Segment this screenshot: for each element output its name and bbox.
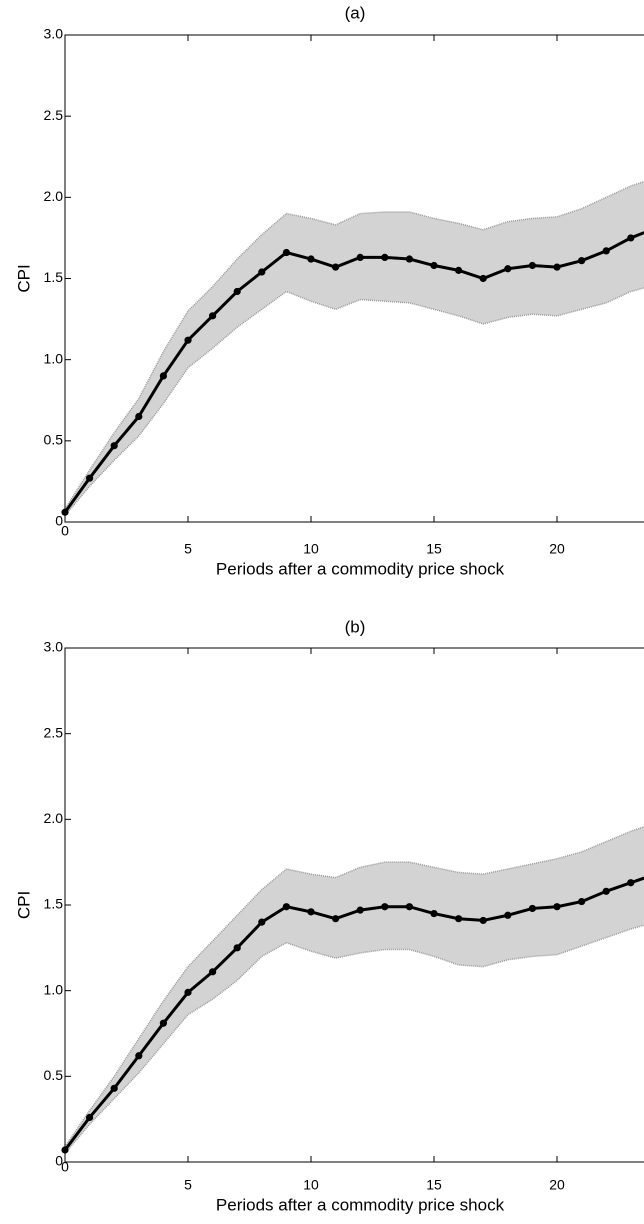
y-tick-label: 1.0 bbox=[44, 981, 64, 997]
irf-point bbox=[184, 988, 192, 996]
irf-point bbox=[61, 508, 69, 516]
irf-point bbox=[602, 887, 610, 895]
irf-point bbox=[332, 263, 340, 271]
chart-title: (b) bbox=[345, 617, 366, 636]
y-axis-label: CPI bbox=[14, 264, 33, 292]
y-tick-label: 0.5 bbox=[44, 1067, 64, 1083]
x-tick-label: 20 bbox=[549, 541, 565, 557]
x-tick-label: 0 bbox=[61, 1159, 69, 1175]
y-tick-label: 1.5 bbox=[44, 896, 64, 912]
y-tick-label: 0 bbox=[55, 1153, 63, 1169]
irf-point bbox=[504, 265, 512, 273]
y-axis-label: CPI bbox=[14, 891, 33, 919]
x-axis-label: Periods after a commodity price shock bbox=[216, 559, 505, 578]
irf-point bbox=[528, 904, 537, 913]
irf-point bbox=[86, 474, 94, 482]
irf-point bbox=[135, 1052, 143, 1060]
x-tick-label: 5 bbox=[184, 1177, 192, 1193]
x-tick-label: 10 bbox=[303, 1177, 319, 1193]
irf-point bbox=[258, 268, 266, 276]
x-tick-label: 10 bbox=[303, 541, 319, 557]
irf-point bbox=[135, 412, 143, 421]
y-tick-label: 2.5 bbox=[44, 107, 64, 123]
irf-point bbox=[578, 897, 586, 906]
irf-point bbox=[405, 255, 413, 263]
irf-point bbox=[209, 968, 217, 976]
x-tick-label: 5 bbox=[184, 541, 192, 557]
band-lower-edge bbox=[64, 924, 644, 1154]
x-axis-label: Periods after a commodity price shock bbox=[216, 1195, 505, 1214]
y-tick-label: 0.5 bbox=[44, 432, 64, 448]
irf-point bbox=[209, 312, 217, 320]
irf-point bbox=[553, 903, 561, 911]
confidence-band bbox=[65, 826, 644, 1154]
irf-point bbox=[258, 918, 266, 926]
irf-point bbox=[159, 372, 167, 380]
y-tick-label: 1.5 bbox=[44, 269, 64, 285]
irf-point bbox=[455, 915, 463, 923]
x-tick-label: 20 bbox=[549, 1177, 565, 1193]
irf-point bbox=[627, 879, 635, 887]
irf-point bbox=[332, 915, 340, 923]
y-tick-label: 3.0 bbox=[44, 639, 64, 655]
irf-point bbox=[110, 1084, 118, 1092]
irf-point bbox=[282, 903, 290, 911]
irf-point bbox=[381, 903, 389, 911]
irf-point bbox=[627, 234, 635, 242]
y-tick-label: 3.0 bbox=[44, 26, 64, 42]
irf-point bbox=[307, 908, 315, 916]
x-tick-label: 15 bbox=[426, 1177, 442, 1193]
irf-point bbox=[528, 261, 537, 270]
irf-point bbox=[479, 274, 487, 283]
y-tick-label: 0 bbox=[55, 513, 63, 529]
x-tick-label: 0 bbox=[61, 523, 69, 539]
confidence-band bbox=[65, 181, 644, 516]
irf-point bbox=[233, 944, 241, 952]
irf-point bbox=[455, 266, 463, 274]
irf-point bbox=[479, 916, 487, 925]
y-tick-label: 2.0 bbox=[44, 810, 64, 826]
irf-point bbox=[578, 257, 586, 265]
chart-panel: 0 0.5 1.0 1.5 2.0 2.5 3.0 0 5 10 15 20 (b) Periods af… bbox=[14, 617, 644, 1214]
y-tick-label: 2.0 bbox=[44, 188, 64, 204]
band-lower-edge bbox=[64, 287, 644, 516]
irf-point bbox=[282, 248, 290, 257]
irf-point bbox=[602, 247, 610, 255]
irf-point bbox=[356, 253, 364, 261]
irf-point bbox=[110, 442, 118, 450]
irf-point bbox=[356, 906, 364, 914]
y-tick-label: 2.5 bbox=[44, 724, 64, 740]
irf-point bbox=[430, 909, 438, 918]
x-tick-label: 15 bbox=[426, 541, 442, 557]
irf-point bbox=[504, 911, 512, 919]
band-upper-edge bbox=[64, 180, 644, 510]
irf-point bbox=[430, 261, 438, 270]
y-tick-label: 1.0 bbox=[44, 350, 64, 366]
irf-point bbox=[307, 255, 315, 263]
chart-panel: 0 0.5 1.0 1.5 2.0 2.5 3.0 0 5 10 15 20 (a) Periods af… bbox=[14, 3, 644, 578]
irf-point bbox=[405, 903, 413, 911]
irf-point bbox=[381, 253, 389, 261]
irf-point bbox=[184, 336, 192, 344]
irf-point bbox=[61, 1146, 69, 1154]
chart-title: (a) bbox=[345, 3, 366, 22]
irf-point bbox=[86, 1113, 94, 1122]
irf-point bbox=[233, 287, 241, 296]
irf-point bbox=[159, 1019, 167, 1027]
irf-point bbox=[553, 263, 561, 271]
